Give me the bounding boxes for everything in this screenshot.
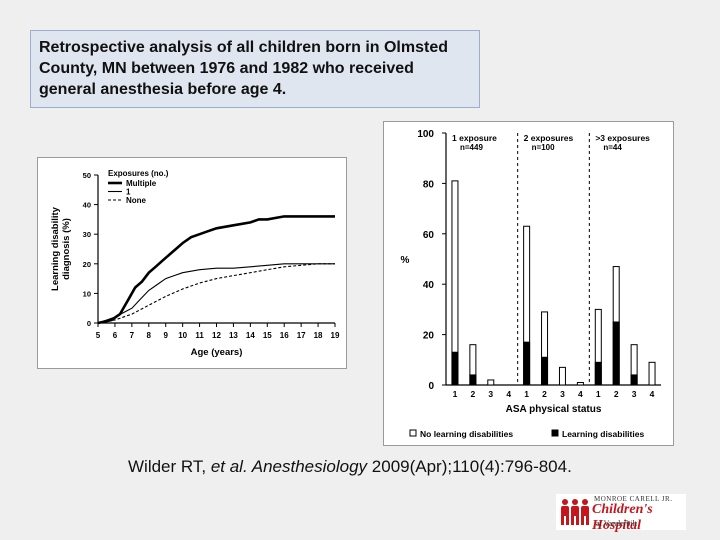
bar-learning	[451, 351, 459, 386]
y-tick-label: 60	[423, 230, 435, 241]
caption-text: Retrospective analysis of all children b…	[39, 39, 448, 98]
citation-journal: et al. Anesthesiology	[210, 457, 368, 476]
children-figures-icon	[561, 499, 589, 525]
bar-learning	[523, 341, 531, 386]
x-tick-label: 2	[471, 389, 476, 399]
x-tick-label: 4	[506, 389, 511, 399]
y-tick-label: 0	[87, 319, 91, 328]
bar-total	[648, 361, 656, 386]
x-tick-label: 13	[229, 331, 238, 340]
logo-line3: at Vanderbilt	[596, 519, 637, 528]
y-tick-label: 20	[83, 260, 91, 269]
group-label: 2 exposures	[524, 133, 574, 143]
x-tick-label: 17	[297, 331, 306, 340]
x-tick-label: 2	[542, 389, 547, 399]
hospital-logo: MONROE CARELL JR. Children's Hospital at…	[556, 494, 686, 533]
bar-chart-panel: 0 20 40 60 80 100% 1 exposure n=449 1 2 3 4 2 exposu…	[383, 121, 674, 446]
y-axis-title-line2: diagnosis (%)	[61, 218, 72, 280]
x-tick-label: 4	[650, 389, 655, 399]
legend-swatch-1	[409, 429, 417, 437]
y-axis-title-line1: Learning disability	[50, 206, 61, 291]
group-n: n=100	[532, 143, 555, 152]
y-tick-label: 30	[83, 230, 91, 239]
x-tick-label: 1	[524, 389, 529, 399]
x-tick-label: 16	[280, 331, 289, 340]
bar-total	[558, 366, 566, 386]
x-tick-label: 11	[195, 331, 204, 340]
bar-learning	[594, 361, 602, 386]
legend-label-2: Learning disabilities	[562, 429, 644, 439]
bar-learning	[469, 374, 477, 386]
group-label: >3 exposures	[595, 133, 650, 143]
group-n: n=449	[460, 143, 483, 152]
series-line-3	[97, 263, 335, 324]
y-axis-title: %	[401, 255, 410, 266]
x-tick-label: 10	[178, 331, 187, 340]
y-tick-label: 20	[423, 331, 435, 342]
group-label: 1 exposure	[452, 133, 497, 143]
citation: Wilder RT, et al. Anesthesiology 2009(Ap…	[128, 457, 572, 477]
bar-learning	[541, 356, 549, 386]
y-axis-title: Learning disability diagnosis (%)	[50, 206, 72, 291]
y-tick-label: 40	[423, 280, 435, 291]
line-chart-panel: 0 10 20 30 40 50 5 6 7 8 9 10 11 12 13 14 15 16 17 18 19 Age …	[37, 157, 347, 369]
bar-learning	[612, 321, 620, 386]
legend-title: Exposures (no.)	[108, 169, 169, 178]
legend-label-1: Multiple	[126, 179, 157, 188]
x-tick-label: 19	[331, 331, 340, 340]
y-tick-label: 80	[423, 179, 435, 190]
y-tick-label: 40	[83, 201, 91, 210]
series-line-2	[97, 263, 335, 324]
legend-label-3: None	[126, 196, 147, 205]
y-tick-label: 10	[83, 289, 91, 298]
citation-authors: Wilder RT,	[128, 457, 211, 476]
y-tick-label: 50	[83, 171, 91, 180]
bar-total	[576, 381, 584, 386]
x-axis-title: Age (years)	[191, 347, 243, 358]
logo-line2: Children's Hospital	[592, 502, 653, 533]
bar-learning	[630, 374, 638, 386]
x-tick-label: 9	[163, 331, 168, 340]
citation-details: 2009(Apr);110(4):796-804.	[367, 457, 572, 476]
x-tick-label: 18	[314, 331, 323, 340]
x-tick-label: 3	[488, 389, 493, 399]
x-tick-label: 14	[246, 331, 255, 340]
x-tick-label: 4	[578, 389, 583, 399]
caption-box: Retrospective analysis of all children b…	[30, 30, 480, 108]
group-n: n=44	[603, 143, 622, 152]
x-tick-label: 12	[212, 331, 221, 340]
x-tick-label: 3	[632, 389, 637, 399]
bar-total	[487, 379, 495, 386]
y-tick-label: 100	[417, 129, 434, 140]
y-tick-label: 0	[428, 381, 434, 392]
x-tick-label: 2	[614, 389, 619, 399]
x-tick-label: 15	[263, 331, 272, 340]
x-tick-label: 1	[453, 389, 458, 399]
x-tick-label: 7	[130, 331, 135, 340]
x-tick-label: 1	[596, 389, 601, 399]
logo-line1: MONROE CARELL JR.	[594, 495, 673, 503]
x-tick-label: 3	[560, 389, 565, 399]
x-tick-label: 5	[96, 331, 101, 340]
x-tick-label: 6	[113, 331, 118, 340]
legend-label-2: 1	[126, 188, 131, 197]
x-tick-label: 8	[147, 331, 152, 340]
line-chart: 0 10 20 30 40 50 5 6 7 8 9 10 11 12 13 14 15 16 17 18 19 Age …	[50, 169, 340, 358]
legend-label-1: No learning disabilities	[420, 429, 513, 439]
series-line-1	[97, 215, 335, 325]
legend-swatch-2	[551, 429, 559, 437]
x-axis-title: ASA physical status	[506, 404, 602, 415]
